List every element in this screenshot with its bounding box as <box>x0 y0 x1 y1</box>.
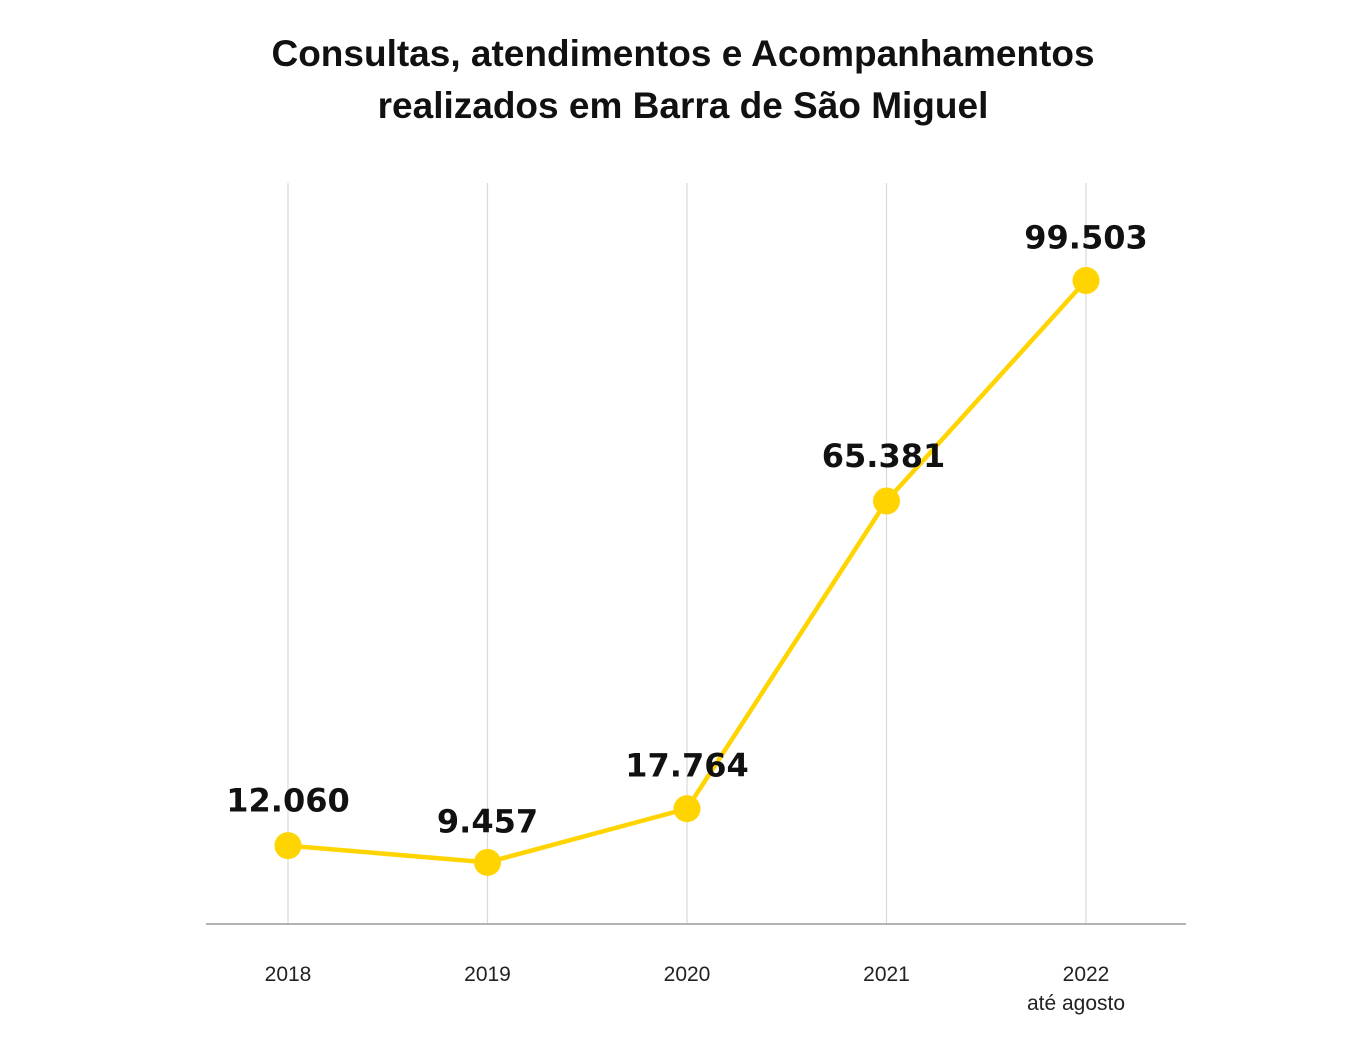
value-label-2018: 12.060 <box>226 782 349 820</box>
x-tick-label-2020: 2020 <box>664 963 711 986</box>
data-points <box>274 267 1100 876</box>
value-label-2020: 17.764 <box>625 747 748 785</box>
x-tick-label-2021: 2021 <box>863 963 910 986</box>
chart-title: Consultas, atendimentos e Acompanhamento… <box>0 28 1366 132</box>
value-label-2022: 99.503 <box>1024 219 1147 257</box>
x-tick-label-2022: 2022 <box>1063 963 1110 986</box>
x-tick-labels: 2018 2019 2020 2021 2022 até agosto <box>265 963 1125 1015</box>
x-tick-label-2018: 2018 <box>265 963 312 986</box>
chart-title-line-1: Consultas, atendimentos e Acompanhamento… <box>271 33 1095 74</box>
value-label-2021: 65.381 <box>822 437 945 475</box>
data-point-2022 <box>1072 267 1100 294</box>
value-label-2019: 9.457 <box>437 802 538 840</box>
data-point-2019 <box>474 848 501 876</box>
data-point-2021 <box>873 487 900 515</box>
chart-title-line-2: realizados em Barra de São Miguel <box>377 85 989 126</box>
data-point-2018 <box>274 832 302 860</box>
data-point-2020 <box>673 795 701 823</box>
value-labels: 12.060 9.457 17.764 65.381 99.503 <box>226 219 1147 841</box>
x-tick-sublabel-2022: até agosto <box>1027 992 1125 1015</box>
x-tick-label-2019: 2019 <box>464 963 511 986</box>
